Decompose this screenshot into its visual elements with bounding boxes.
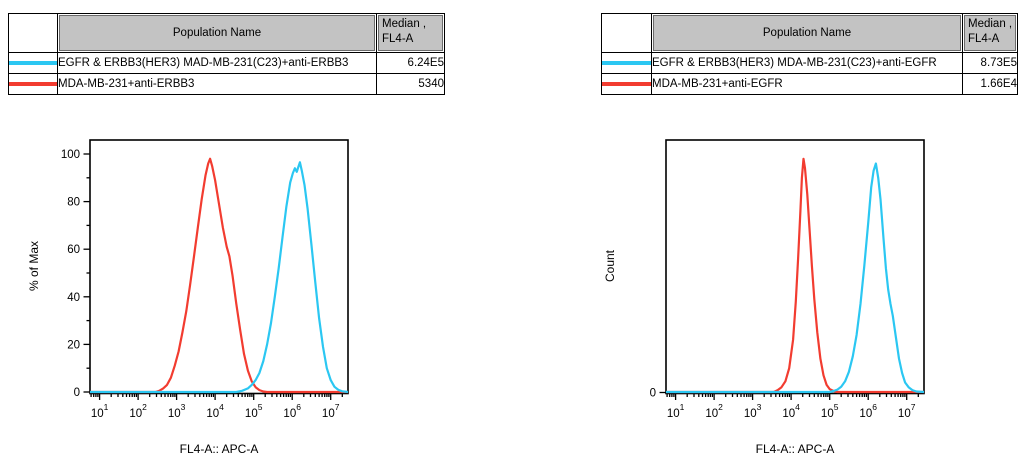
population-name: MDA-MB-231+anti-EGFR: [651, 73, 963, 95]
population-name-header: Population Name: [653, 15, 961, 51]
x-axis-title: FL4-A:: APC-A: [180, 442, 259, 456]
svg-text:102: 102: [705, 402, 723, 420]
svg-text:105: 105: [245, 402, 263, 420]
svg-text:101: 101: [667, 402, 685, 420]
population-name-header-cell: Population Name: [651, 13, 963, 53]
svg-text:106: 106: [859, 402, 877, 420]
x-axis-title: FL4-A:: APC-A: [756, 442, 835, 456]
cyan-line-swatch: [9, 61, 57, 65]
series-cyan-curve: [666, 162, 925, 394]
population-name: EGFR & ERBB3(HER3) MDA-MB-231(C23)+anti-…: [651, 52, 963, 74]
svg-text:102: 102: [129, 402, 147, 420]
table-header-row: Population Name Median , FL4-A: [8, 13, 445, 53]
median-value: 5340: [376, 73, 445, 95]
median-value: 6.24E5: [376, 52, 445, 74]
y-axis-title: Count: [603, 249, 617, 282]
svg-text:0: 0: [74, 387, 80, 399]
median-value: 8.73E5: [962, 52, 1018, 74]
svg-text:104: 104: [782, 402, 800, 420]
table-row: EGFR & ERBB3(HER3) MAD-MB-231(C23)+anti-…: [8, 52, 445, 74]
svg-text:107: 107: [898, 402, 916, 420]
y-axis-title: % of Max: [27, 241, 41, 291]
svg-text:60: 60: [67, 244, 80, 256]
series-swatch-cell: [8, 52, 58, 74]
y-axis-tick-labels: 0: [650, 388, 656, 400]
svg-text:100: 100: [61, 149, 80, 161]
series-swatch-cell: [8, 73, 58, 95]
plot-frame: [89, 139, 349, 395]
y-axis-ticks: [83, 153, 90, 393]
svg-text:104: 104: [206, 402, 224, 420]
x-axis-ticks: [90, 393, 343, 400]
series-cyan-curve: [90, 161, 349, 394]
median-header: Median , FL4-A: [964, 15, 1016, 51]
svg-text:20: 20: [67, 339, 80, 351]
svg-text:101: 101: [91, 402, 109, 420]
left-histogram-svg: 101 102 103 104 105 106 107 0 20 40 60 80 100FL4-A::…: [27, 139, 349, 456]
cyan-line-swatch: [602, 61, 651, 65]
population-name: EGFR & ERBB3(HER3) MAD-MB-231(C23)+anti-…: [57, 52, 377, 74]
population-name: MDA-MB-231+anti-ERBB3: [57, 73, 377, 95]
population-table-right: Population Name Median , FL4-A EGFR & ER…: [601, 13, 1018, 95]
x-axis-ticks: [666, 393, 919, 400]
svg-text:103: 103: [168, 402, 186, 420]
svg-text:103: 103: [744, 402, 762, 420]
median-header-cell: Median , FL4-A: [376, 13, 445, 53]
median-value: 1.66E4: [962, 73, 1018, 95]
median-header-cell: Median , FL4-A: [962, 13, 1018, 53]
svg-text:40: 40: [67, 292, 80, 304]
table-header-row: Population Name Median , FL4-A: [601, 13, 1018, 53]
population-table-left: Population Name Median , FL4-A EGFR & ER…: [8, 13, 445, 95]
series-swatch-cell: [601, 52, 652, 74]
svg-text:80: 80: [67, 197, 80, 209]
svg-text:107: 107: [322, 402, 340, 420]
red-line-swatch: [602, 82, 651, 86]
population-name-header: Population Name: [59, 15, 375, 51]
series-swatch-cell: [601, 73, 652, 95]
svg-text:0: 0: [650, 388, 656, 400]
svg-text:106: 106: [283, 402, 301, 420]
median-header: Median , FL4-A: [378, 15, 443, 51]
series-red-curve: [90, 157, 348, 394]
x-axis-tick-labels: 101 102 103 104 105 106 107: [667, 402, 916, 420]
population-name-header-cell: Population Name: [57, 13, 377, 53]
y-axis-tick-labels: 0 20 40 60 80 100: [61, 149, 80, 399]
plot-frame: [665, 139, 925, 395]
red-line-swatch: [9, 82, 57, 86]
swatch-column-header: [8, 13, 58, 53]
x-axis-tick-labels: 101 102 103 104 105 106 107: [91, 402, 340, 420]
swatch-column-header: [601, 13, 652, 53]
table-row: MDA-MB-231+anti-ERBB3 5340: [8, 73, 445, 95]
series-red-curve: [666, 157, 924, 394]
svg-text:105: 105: [821, 402, 839, 420]
table-row: EGFR & ERBB3(HER3) MDA-MB-231(C23)+anti-…: [601, 52, 1018, 74]
table-row: MDA-MB-231+anti-EGFR 1.66E4: [601, 73, 1018, 95]
